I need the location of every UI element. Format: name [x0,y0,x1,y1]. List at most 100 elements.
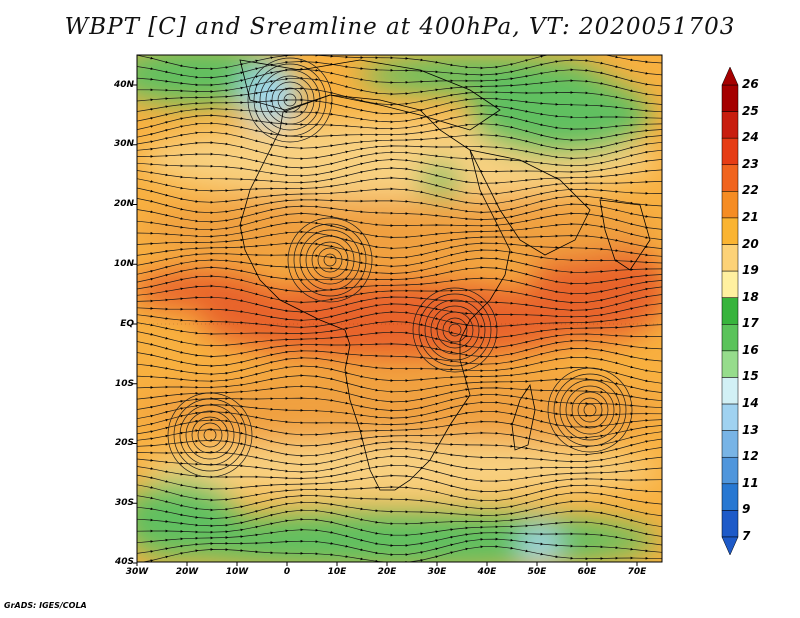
colorbar-label: 13 [742,422,759,437]
lon-label-40e: 40E [477,567,497,577]
vortex-ring [412,287,498,373]
colorbar-label: 25 [742,103,759,118]
vortex-ring [299,229,361,291]
colorbar-label: 16 [742,342,759,357]
vortex-ring [197,422,223,448]
coastlines [239,59,651,491]
colorbar-label: 21 [742,209,759,224]
map-title: WBPT [C] and Sreamline at 400hPa, VT: 20… [64,14,736,40]
vortex-ring [317,247,343,273]
colorbar-segment [721,297,739,325]
vortex-ring [430,305,480,355]
vortex-ring [277,87,303,113]
colorbar-segment [721,430,739,458]
vortex-ring [259,69,321,131]
vortex-ring [577,397,603,423]
arabia-coastline [469,149,591,256]
colorbar-label: 20 [742,236,759,251]
lon-label-60e: 60E [577,567,597,577]
colorbar-label: 18 [742,289,759,304]
vortex-ring [305,235,355,285]
vortex-ring [559,379,621,441]
streamlines [137,55,662,562]
colorbar-segment [721,217,739,245]
lat-label-30n: 30N [113,139,134,149]
lat-label-40s: 40S [114,557,134,567]
vortex-ring [253,63,327,137]
lon-label-20w: 20W [175,567,199,577]
vortex-ring [571,391,609,429]
colorbar-segment [721,324,739,352]
vortex-ring [203,428,217,442]
colorbar-label: 22 [742,183,759,198]
lat-label-eq: EQ [120,319,134,329]
map-frame [136,54,663,563]
vortex-ring [418,293,492,367]
colorbar-bottom-arrow [721,536,739,556]
vortex-ring [271,81,309,119]
colorbar-label: 12 [742,449,759,464]
colorbar-label: 9 [742,502,751,517]
lon-label-10w: 10W [225,567,249,577]
axis-ticks [133,84,638,566]
colorbar-segment [721,84,739,112]
lon-label-20e: 20E [377,567,397,577]
colorbar-segment [721,111,739,139]
lon-label-30w: 30W [125,567,149,577]
madagascar-coastline [511,383,536,451]
vortex-ring [247,57,333,143]
vortex-ring [583,403,597,417]
lon-label-0: 0 [283,567,291,577]
vortex-ring [167,392,253,478]
colorbar-segment [721,350,739,378]
colorbar-label: 15 [742,369,759,384]
lat-label-20n: 20N [113,199,134,209]
vortex-ring [311,241,349,279]
colorbar-segment [721,191,739,219]
grads-credit: GrADS: IGES/COLA [4,601,87,610]
lon-label-50e: 50E [527,567,547,577]
lat-label-30s: 30S [114,498,134,508]
colorbar-segment [721,164,739,192]
lon-label-70e: 70E [627,567,647,577]
colorbar-segment [721,403,739,431]
vortex-ring [448,323,462,337]
colorbar-segment [721,270,739,298]
streamline [141,545,662,562]
india-coastline [599,199,651,271]
vortex-ring [547,367,633,453]
colorbar-label: 17 [742,316,759,331]
vortex-ring [191,416,229,454]
vortex-ring [173,398,247,472]
vortex-ring [442,317,468,343]
colorbar-segment [721,456,739,485]
colorbar-label: 7 [742,529,751,543]
colorbar-segment [721,244,739,272]
vortex-ring [287,217,373,303]
vortex-ring [179,404,241,466]
colorbar-label: 11 [742,475,759,490]
colorbar-segment [721,483,739,511]
colorbar-segment [721,510,739,538]
lon-label-30e: 30E [427,567,447,577]
colorbar-segment [721,137,739,166]
vortex-ring [185,410,235,460]
colorbar-top-arrow [721,66,739,86]
vortex-ring [553,373,627,447]
vortex-ring [424,299,486,361]
vortex-ring [283,93,297,107]
lat-label-20s: 20S [114,438,134,448]
africa-coastline [239,94,511,491]
vortex-ring [293,223,367,297]
lat-label-10n: 10N [113,259,134,269]
europe-coastline [239,59,501,131]
colorbar-label: 24 [742,130,759,145]
colorbar-label: 14 [742,396,759,411]
vortex-ring [565,385,615,435]
colorbar-segment [721,377,739,405]
vortex-ring [323,253,337,267]
lat-label-10s: 10S [114,379,134,389]
colorbar-label: 26 [742,77,759,91]
